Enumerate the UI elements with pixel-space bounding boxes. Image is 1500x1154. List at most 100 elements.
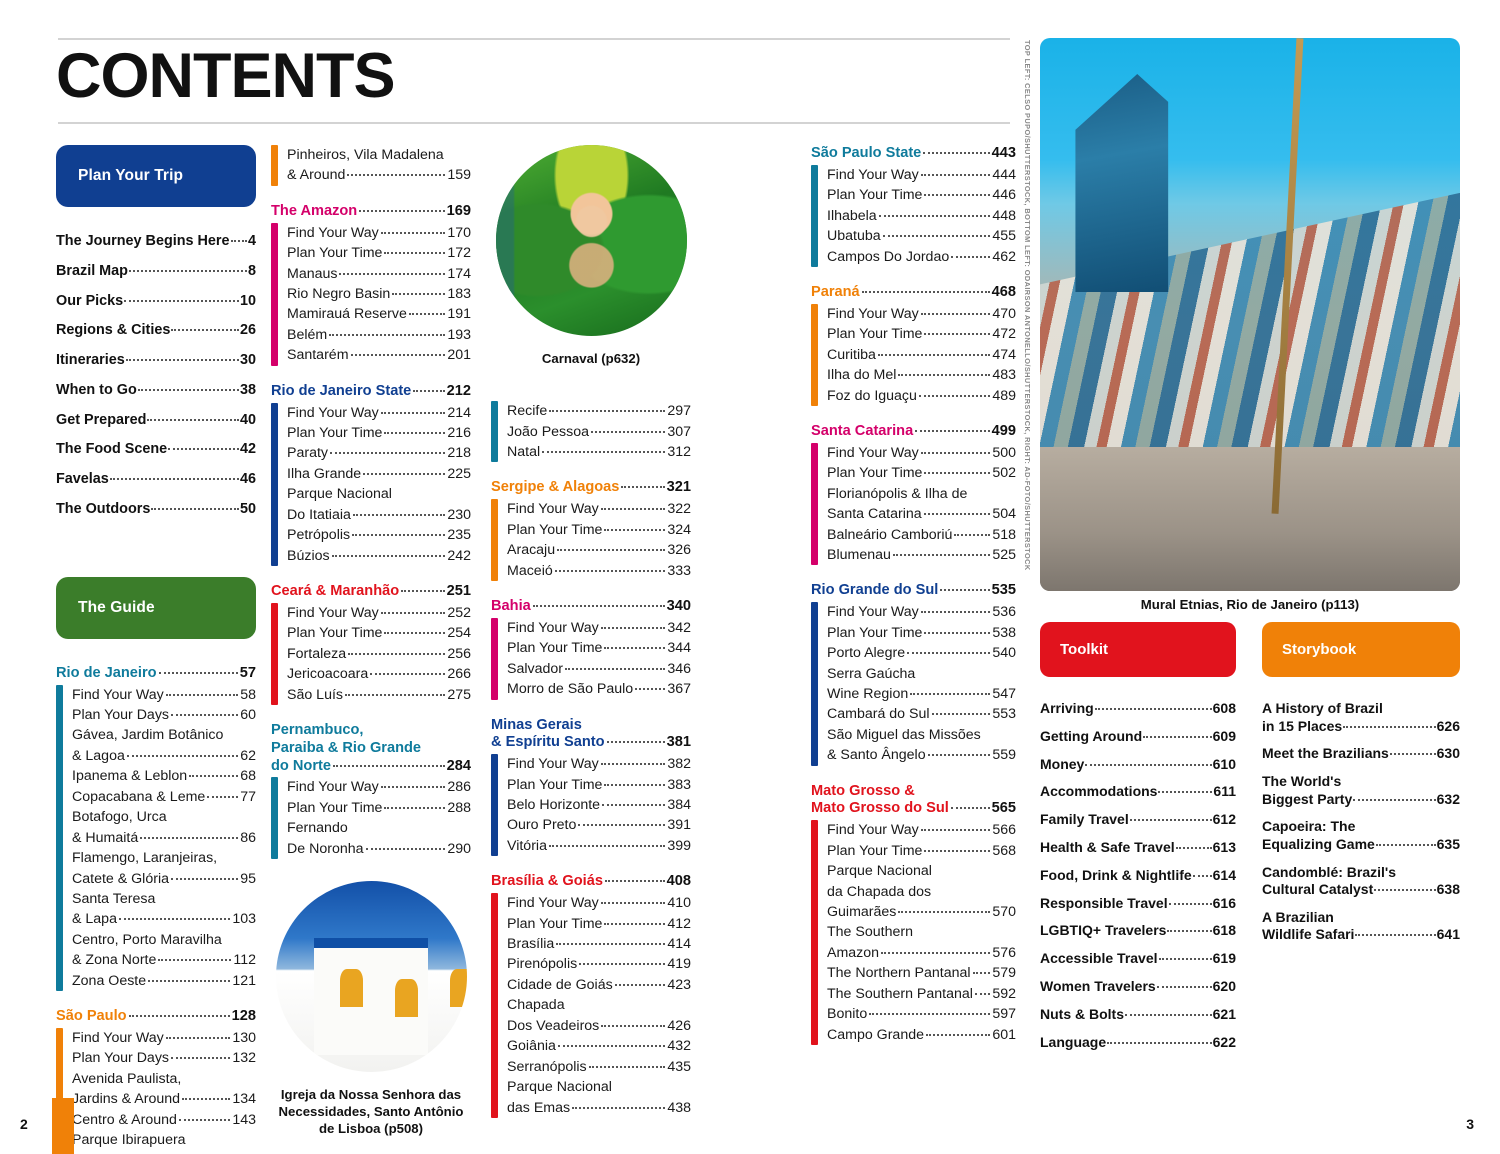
toc-subentry[interactable]: Plan Your Time 383 — [507, 775, 691, 795]
toc-subentry[interactable]: Fernando — [287, 818, 471, 838]
toc-subentry[interactable]: Plan Your Time 502 — [827, 463, 1016, 483]
toc-group-header[interactable]: Brasília & Goiás 408 — [491, 873, 691, 891]
storybook-entry[interactable]: The World's Biggest Party 632 — [1262, 773, 1460, 807]
toc-subentry[interactable]: The Northern Pantanal 579 — [827, 963, 1016, 983]
toc-subentry[interactable]: Find Your Way 500 — [827, 443, 1016, 463]
toc-subentry[interactable]: Copacabana & Leme 77 — [72, 787, 256, 807]
toc-subentry[interactable]: Centro, Porto Maravilha — [72, 930, 256, 950]
toolkit-entry[interactable]: LGBTIQ+ Travelers 618 — [1040, 922, 1236, 939]
toc-entry[interactable]: Get Prepared 40 — [56, 412, 256, 429]
toc-subentry[interactable]: Santa Catarina 504 — [827, 504, 1016, 524]
toc-subentry[interactable]: Gávea, Jardim Botânico — [72, 725, 256, 745]
toc-subentry[interactable]: Jericoacoara 266 — [287, 664, 471, 684]
storybook-entry[interactable]: Meet the Brazilians 630 — [1262, 745, 1460, 762]
toc-subentry[interactable]: Morro de São Paulo 367 — [507, 679, 691, 699]
toc-subentry[interactable]: Porto Alegre 540 — [827, 643, 1016, 663]
toc-entry[interactable]: Regions & Cities 26 — [56, 322, 256, 339]
toc-group-header[interactable]: Rio de Janeiro 57 — [56, 665, 256, 683]
toc-group-header[interactable]: Ceará & Maranhão 251 — [271, 583, 471, 601]
toc-subentry[interactable]: Plan Your Time 172 — [287, 243, 471, 263]
toc-entry[interactable]: The Food Scene 42 — [56, 441, 256, 458]
toc-subentry[interactable]: Campos Do Jordao 462 — [827, 247, 1016, 267]
toc-subentry[interactable]: São Luís 275 — [287, 685, 471, 705]
storybook-entry[interactable]: A Brazilian Wildlife Safari 641 — [1262, 909, 1460, 943]
toc-subentry[interactable]: São Miguel das Missões — [827, 725, 1016, 745]
toc-subentry[interactable]: Belém 193 — [287, 325, 471, 345]
storybook-entry[interactable]: Capoeira: The Equalizing Game 635 — [1262, 818, 1460, 852]
toc-subentry[interactable]: Botafogo, Urca — [72, 807, 256, 827]
toc-subentry[interactable]: The Southern Pantanal 592 — [827, 984, 1016, 1004]
toc-subentry[interactable]: Natal 312 — [507, 442, 691, 462]
toc-subentry[interactable]: Ipanema & Leblon 68 — [72, 766, 256, 786]
toolkit-entry[interactable]: Getting Around 609 — [1040, 728, 1236, 745]
toc-subentry[interactable]: Parque Nacional — [287, 484, 471, 504]
toc-group-header[interactable]: São Paulo State 443 — [811, 145, 1016, 163]
toc-subentry[interactable]: Serranópolis 435 — [507, 1057, 691, 1077]
toc-subentry[interactable]: Find Your Way 58 — [72, 685, 256, 705]
toc-subentry[interactable]: Zona Oeste 121 — [72, 971, 256, 991]
toc-subentry[interactable]: Flamengo, Laranjeiras, — [72, 848, 256, 868]
toc-subentry[interactable]: Búzios 242 — [287, 546, 471, 566]
toc-subentry[interactable]: Ouro Preto 391 — [507, 815, 691, 835]
toc-group-header[interactable]: São Paulo 128 — [56, 1008, 256, 1026]
toc-group-header[interactable]: Santa Catarina 499 — [811, 423, 1016, 441]
toc-subentry[interactable]: Bonito 597 — [827, 1004, 1016, 1024]
toc-subentry[interactable]: Blumenau 525 — [827, 545, 1016, 565]
toc-subentry[interactable]: Plan Your Time 412 — [507, 914, 691, 934]
toc-subentry[interactable]: das Emas 438 — [507, 1098, 691, 1118]
toolkit-entry[interactable]: Women Travelers 620 — [1040, 978, 1236, 995]
toc-subentry[interactable]: Ilha Grande 225 — [287, 464, 471, 484]
toc-subentry[interactable]: Find Your Way 214 — [287, 403, 471, 423]
toc-subentry[interactable]: Manaus 174 — [287, 264, 471, 284]
toc-subentry[interactable]: Guimarães 570 — [827, 902, 1016, 922]
toolkit-entry[interactable]: Family Travel 612 — [1040, 811, 1236, 828]
toc-group-header[interactable]: Mato Grosso & Mato Grosso do Sul 565 — [811, 783, 1016, 819]
toc-subentry[interactable]: Find Your Way 566 — [827, 820, 1016, 840]
toc-subentry[interactable]: Foz do Iguaçu 489 — [827, 386, 1016, 406]
toc-subentry[interactable]: Santa Teresa — [72, 889, 256, 909]
toc-subentry[interactable]: Plan Your Time 472 — [827, 324, 1016, 344]
toc-entry[interactable]: When to Go 38 — [56, 382, 256, 399]
toc-subentry[interactable]: Jardins & Around 134 — [72, 1089, 256, 1109]
toc-subentry[interactable]: Find Your Way 444 — [827, 165, 1016, 185]
toc-subentry[interactable]: Find Your Way 382 — [507, 754, 691, 774]
toc-subentry[interactable]: & Humaitá 86 — [72, 828, 256, 848]
storybook-entry[interactable]: Candomblé: Brazil's Cultural Catalyst 638 — [1262, 864, 1460, 898]
toc-subentry[interactable]: Curitiba 474 — [827, 345, 1016, 365]
toc-subentry[interactable]: Mamirauá Reserve 191 — [287, 304, 471, 324]
section-pill-storybook[interactable]: Storybook — [1262, 622, 1460, 677]
toc-subentry[interactable]: Centro & Around 143 — [72, 1110, 256, 1130]
toc-group-header[interactable]: Bahia 340 — [491, 598, 691, 616]
toc-subentry[interactable]: Wine Region 547 — [827, 684, 1016, 704]
toc-subentry[interactable]: & Lapa 103 — [72, 909, 256, 929]
toc-subentry[interactable]: Santarém 201 — [287, 345, 471, 365]
toc-subentry[interactable]: De Noronha 290 — [287, 839, 471, 859]
toolkit-entry[interactable]: Food, Drink & Nightlife 614 — [1040, 867, 1236, 884]
toolkit-entry[interactable]: Language 622 — [1040, 1034, 1236, 1051]
toc-entry[interactable]: Favelas 46 — [56, 471, 256, 488]
toc-subentry[interactable]: Salvador 346 — [507, 659, 691, 679]
toc-subentry[interactable]: Find Your Way 322 — [507, 499, 691, 519]
toc-subentry[interactable]: Brasília 414 — [507, 934, 691, 954]
toc-subentry[interactable]: Chapada — [507, 995, 691, 1015]
toolkit-entry[interactable]: Arriving 608 — [1040, 700, 1236, 717]
toc-subentry[interactable]: Parque Ibirapuera — [72, 1130, 256, 1150]
toc-subentry[interactable]: João Pessoa 307 — [507, 422, 691, 442]
toc-subentry[interactable]: Catete & Glória 95 — [72, 869, 256, 889]
toc-subentry[interactable]: The Southern — [827, 922, 1016, 942]
toc-subentry[interactable]: Fortaleza 256 — [287, 644, 471, 664]
toc-group-header[interactable]: Rio de Janeiro State 212 — [271, 383, 471, 401]
toc-subentry[interactable]: Vitória 399 — [507, 836, 691, 856]
toc-subentry[interactable]: & Santo Ângelo 559 — [827, 745, 1016, 765]
toc-subentry[interactable]: Paraty 218 — [287, 443, 471, 463]
toc-subentry[interactable]: Pirenópolis 419 — [507, 954, 691, 974]
toc-subentry[interactable]: Plan Your Days 60 — [72, 705, 256, 725]
toc-subentry[interactable]: Campo Grande 601 — [827, 1025, 1016, 1045]
toolkit-entry[interactable]: Accommodations 611 — [1040, 783, 1236, 800]
toc-subentry[interactable]: Belo Horizonte 384 — [507, 795, 691, 815]
toc-subentry[interactable]: Plan Your Time 538 — [827, 623, 1016, 643]
toc-subentry[interactable]: & Around 159 — [287, 165, 471, 185]
toc-subentry[interactable]: Aracaju 326 — [507, 540, 691, 560]
toc-subentry[interactable]: Petrópolis 235 — [287, 525, 471, 545]
toc-subentry[interactable]: Do Itatiaia 230 — [287, 505, 471, 525]
